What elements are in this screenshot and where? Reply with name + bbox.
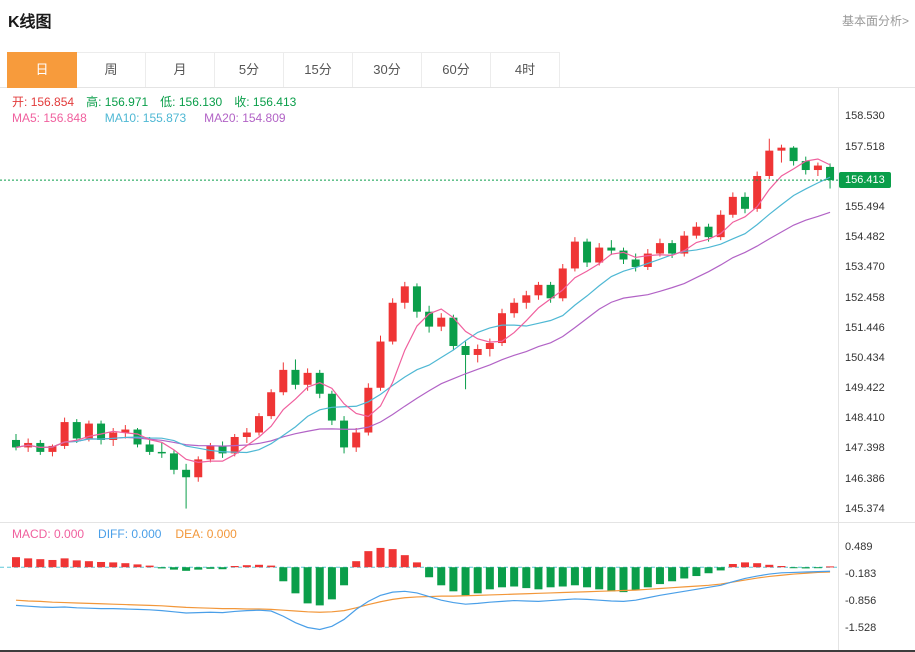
ma10-value: 155.873: [142, 111, 187, 125]
timeframe-tabs: 日周月 5分 15分 30分 60分 4时: [7, 52, 560, 88]
ohlc-low-label: 低:: [160, 95, 176, 109]
tab-4时[interactable]: 4时: [490, 52, 560, 88]
diff-item: DIFF: 0.000: [98, 527, 161, 541]
ohlc-open: 开: 156.854: [12, 93, 74, 110]
tab-5分[interactable]: 5分: [214, 52, 284, 88]
y-axis-label: 149.422: [845, 382, 885, 395]
ma10-item: MA10: 155.873: [105, 111, 186, 125]
current-price-badge: 156.413: [839, 172, 891, 189]
ma20-item: MA20: 154.809: [204, 111, 285, 125]
diff-line: [15, 570, 831, 631]
y-axis-label: -0.856: [845, 595, 877, 608]
ma20-value: 154.809: [242, 111, 286, 125]
ma20-label: MA20:: [204, 111, 239, 125]
y-axis-label: 153.470: [845, 261, 885, 274]
y-axis-label: -1.528: [845, 622, 877, 635]
tab-日[interactable]: 日: [7, 52, 77, 88]
ohlc-high: 高: 156.971: [86, 93, 148, 110]
y-axis-label: 145.374: [845, 502, 885, 515]
macd-label: MACD:: [12, 527, 51, 541]
diff-value: 0.000: [131, 527, 162, 541]
y-axis-label: 155.494: [845, 200, 885, 213]
macd-item: MACD: 0.000: [12, 527, 84, 541]
ma5-label: MA5:: [12, 111, 41, 125]
ohlc-open-label: 开:: [12, 95, 28, 109]
macd-histogram-layer: [12, 547, 835, 606]
ohlc-close: 收: 156.413: [234, 93, 296, 110]
chart-top-divider: [0, 87, 915, 88]
y-axis-label: 150.434: [845, 351, 885, 364]
y-axis-label: 0.489: [845, 541, 873, 554]
tab-60分[interactable]: 60分: [421, 52, 491, 88]
tab-15分[interactable]: 15分: [283, 52, 353, 88]
ma-legend: MA5: 156.848 MA10: 155.873 MA20: 154.809: [12, 111, 286, 125]
macd-legend: MACD: 0.000 DIFF: 0.000 DEA: 0.000: [12, 527, 237, 541]
ohlc-high-value: 156.971: [104, 95, 149, 109]
ohlc-legend: 开: 156.854 高: 156.971 低: 156.130 收: 156.…: [12, 93, 296, 110]
fundamental-analysis-link[interactable]: 基本面分析>: [841, 14, 909, 28]
y-axis-label: 152.458: [845, 291, 885, 304]
y-axis-label: 147.398: [845, 442, 885, 455]
y-axis-label: 157.518: [845, 140, 885, 153]
page-title: K线图: [8, 14, 52, 31]
y-axis-label: 154.482: [845, 231, 885, 244]
ma10-label: MA10:: [104, 111, 140, 125]
tab-月[interactable]: 月: [145, 52, 215, 88]
dea-value: 0.000: [206, 527, 237, 541]
tab-周[interactable]: 周: [76, 52, 146, 88]
dea-line: [15, 571, 831, 613]
macd-chart: [0, 547, 838, 631]
y-axis-label: 151.446: [845, 321, 885, 334]
ma5-value: 156.848: [43, 111, 87, 125]
panel-divider: [0, 522, 915, 523]
ohlc-close-value: 156.413: [252, 95, 297, 109]
y-axis-label: 158.530: [845, 110, 885, 123]
ohlc-low-value: 156.130: [178, 95, 223, 109]
y-axis-label: -0.183: [845, 568, 877, 581]
diff-label: DIFF:: [98, 527, 129, 541]
ma-lines-layer: [15, 158, 831, 463]
macd-value: 0.000: [54, 527, 85, 541]
ohlc-low: 低: 156.130: [160, 93, 222, 110]
candlestick-chart: [0, 138, 838, 509]
candles-layer: [12, 138, 835, 509]
tab-30分[interactable]: 30分: [352, 52, 422, 88]
ohlc-high-label: 高:: [86, 95, 102, 109]
y-axis-line: [838, 88, 839, 650]
dea-item: DEA: 0.000: [175, 527, 236, 541]
y-axis-label: 148.410: [845, 412, 885, 425]
dea-label: DEA:: [175, 527, 204, 541]
ohlc-open-value: 156.854: [30, 95, 75, 109]
ma5-item: MA5: 156.848: [12, 111, 87, 125]
y-axis-label: 146.386: [845, 472, 885, 485]
ohlc-close-label: 收:: [234, 95, 250, 109]
